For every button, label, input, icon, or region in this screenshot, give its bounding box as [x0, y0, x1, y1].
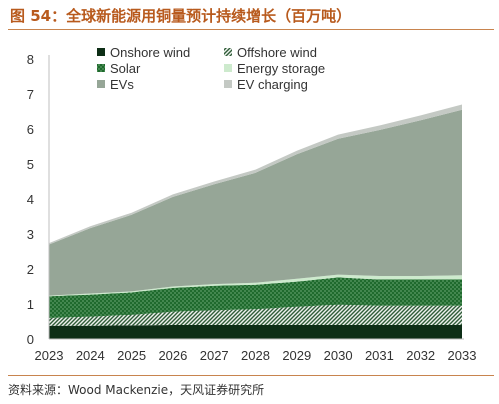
y-tick-label: 6 — [27, 122, 34, 137]
x-tick-label: 2030 — [324, 348, 353, 363]
legend-label-solar: Solar — [110, 61, 141, 76]
legend-label-onshore-wind: Onshore wind — [110, 45, 190, 60]
footer-rule — [8, 375, 494, 376]
stacked-area-chart: 0 1 2 3 4 5 6 7 8 2023 2024 2025 2026 2027 2028 2029 203… — [27, 45, 477, 363]
x-tick-label: 2026 — [158, 348, 187, 363]
title-rule — [8, 29, 494, 30]
area-ev-charging — [49, 104, 462, 245]
legend-label-offshore-wind: Offshore wind — [237, 45, 317, 60]
legend-swatch-evs — [97, 80, 105, 88]
area-solar — [49, 277, 462, 318]
area-offshore-wind — [49, 304, 462, 326]
y-tick-label: 7 — [27, 87, 34, 102]
legend-label-energy-storage: Energy storage — [237, 61, 325, 76]
area-energy-storage — [49, 274, 462, 297]
x-tick-label: 2023 — [35, 348, 64, 363]
x-tick-label: 2024 — [76, 348, 105, 363]
area-onshore-wind — [49, 325, 462, 339]
legend-label-ev-charging: EV charging — [237, 77, 308, 92]
legend-swatch-ev-charging — [224, 80, 232, 88]
x-tick-label: 2028 — [241, 348, 270, 363]
y-tick-label: 4 — [27, 192, 34, 207]
x-tick-label: 2031 — [365, 348, 394, 363]
legend-label-evs: EVs — [110, 77, 134, 92]
y-tick-label: 3 — [27, 227, 34, 242]
figure-title: 图 54：全球新能源用铜量预计持续增长（百万吨） — [10, 7, 352, 25]
y-tick-label: 0 — [27, 332, 34, 347]
legend-swatch-onshore-wind — [97, 48, 105, 56]
legend-swatch-solar — [97, 64, 105, 72]
x-tick-label: 2033 — [448, 348, 477, 363]
x-tick-label: 2032 — [406, 348, 435, 363]
legend-swatch-offshore-wind — [224, 48, 232, 56]
source-note: 资料来源：Wood Mackenzie，天风证券研究所 — [8, 383, 265, 397]
area-evs — [49, 109, 462, 296]
y-tick-label: 8 — [27, 52, 34, 67]
x-tick-label: 2029 — [282, 348, 311, 363]
y-tick-label: 1 — [27, 297, 34, 312]
y-tick-label: 5 — [27, 157, 34, 172]
y-tick-label: 2 — [27, 262, 34, 277]
x-tick-label: 2027 — [200, 348, 229, 363]
x-tick-label: 2025 — [117, 348, 146, 363]
legend-swatch-energy-storage — [224, 64, 232, 72]
chart-area: 0 1 2 3 4 5 6 7 8 2023 2024 2025 2026 2027 2028 2029 203… — [0, 30, 499, 375]
